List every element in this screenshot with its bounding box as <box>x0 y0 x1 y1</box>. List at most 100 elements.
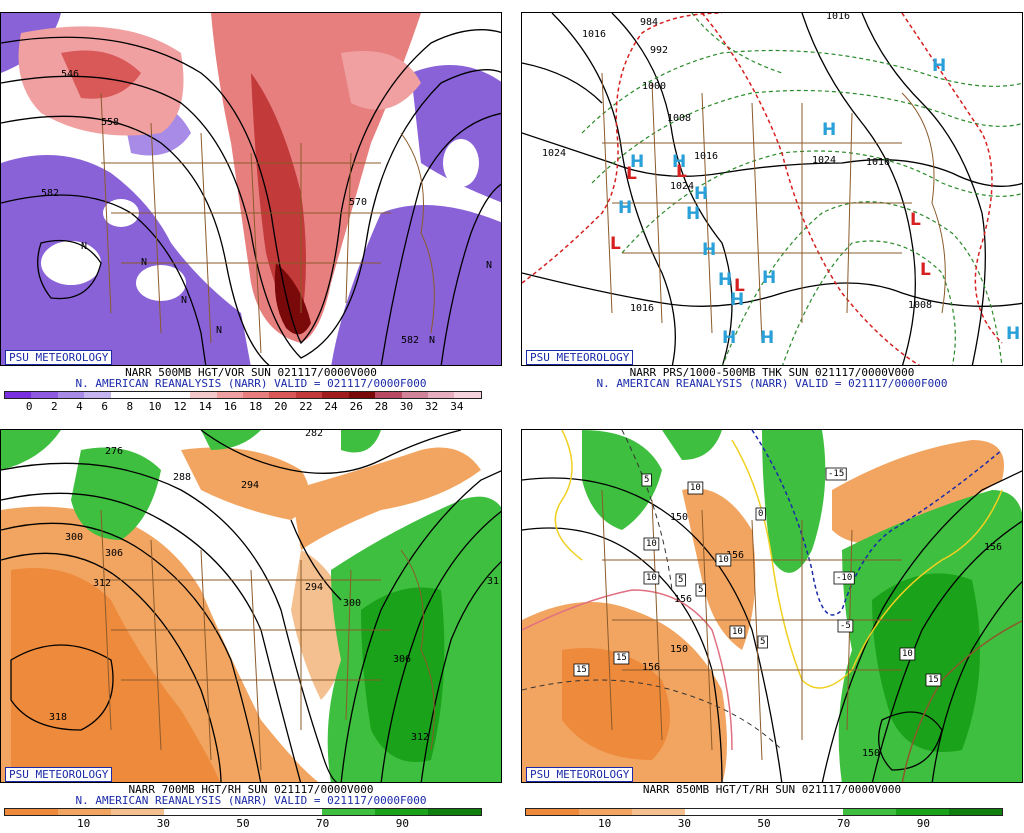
temperature-label-box <box>643 571 660 585</box>
map-700mb: 282 276 288 294 300 306 312 294 300 306 … <box>0 429 502 783</box>
colorbar-segment <box>242 392 270 398</box>
isobar-label: 1024 <box>670 181 694 192</box>
minimum-marker: N <box>81 241 87 252</box>
contour-label: 150 <box>670 644 688 655</box>
colorbar-tick-label: 12 <box>173 400 187 413</box>
high-pressure-marker: H <box>686 204 700 224</box>
isobar-label: 1008 <box>667 113 691 124</box>
temperature-label: 5 <box>644 475 649 485</box>
colorbar-segment <box>375 809 429 815</box>
colorbar-tick-label: 14 <box>198 400 212 413</box>
map-850mb: 150 156 156 150 156 150 156 5 10 10 5 5 … <box>521 429 1023 783</box>
high-pressure-marker: H <box>618 198 632 218</box>
colorbar-segment <box>5 392 32 398</box>
colorbar-segment <box>526 809 579 815</box>
contour-label: 570 <box>349 197 367 208</box>
high-pressure-marker: H <box>760 328 774 348</box>
psu-meteorology-badge: PSU METEOROLOGY <box>5 350 113 365</box>
contour-label: 312 <box>93 578 111 589</box>
high-pressure-marker: H <box>932 56 946 76</box>
colorbar-segment <box>31 392 58 398</box>
temperature-label: -5 <box>840 621 851 631</box>
contour-label: 306 <box>393 654 411 665</box>
panel-subtitle: N. AMERICAN REANALYSIS (NARR) VALID = 02… <box>75 377 427 390</box>
temperature-label-box <box>755 507 766 521</box>
colorbar-tick-label: 10 <box>148 400 162 413</box>
temperature-label: 10 <box>646 539 657 549</box>
contour-label: 300 <box>65 532 83 543</box>
temperature-label: -10 <box>836 573 852 583</box>
colorbar-segment <box>84 392 111 398</box>
colorbar-segment <box>295 392 323 398</box>
colorbar-tick-label: 24 <box>324 400 338 413</box>
colorbar-tick-label: 26 <box>349 400 363 413</box>
isobar-label: 1016 <box>582 29 606 40</box>
minimum-marker: N <box>486 260 492 271</box>
temperature-label: 5 <box>678 575 683 585</box>
colorbar-segment <box>348 392 376 398</box>
isobar-label: 1008 <box>908 300 932 311</box>
minimum-marker: N <box>429 335 435 346</box>
colorbar-segment <box>949 809 1003 815</box>
colorbar-tick-label: 0 <box>25 400 33 413</box>
colorbar-ticks: 0 2 4 6 8 10 12 14 16 18 20 22 24 26 28 30 32 34 <box>4 400 482 414</box>
temperature-label: 10 <box>646 573 657 583</box>
temperature-label-box <box>573 663 590 677</box>
temperature-label-box <box>641 473 652 487</box>
colorbar-segment <box>428 809 482 815</box>
contour-label: 276 <box>105 446 123 457</box>
temperature-label: 10 <box>690 483 701 493</box>
contour-label: 582 <box>41 188 59 199</box>
psu-meteorology-badge: PSU METEOROLOGY <box>5 767 113 782</box>
high-pressure-marker: H <box>630 152 644 172</box>
contour-label: 150 <box>670 512 688 523</box>
temperature-label: 0 <box>758 509 763 519</box>
temperature-label-box <box>675 573 686 587</box>
temperature-label-box <box>925 673 942 687</box>
colorbar-segment <box>269 809 323 815</box>
high-pressure-marker: H <box>822 120 836 140</box>
temperature-label: 15 <box>928 675 939 685</box>
contour-label: 156 <box>984 542 1002 553</box>
high-pressure-marker: H <box>730 290 744 310</box>
panel-title: NARR 700MB HGT/RH SUN 021117/0000V000 <box>128 783 374 796</box>
contour-label: 156 <box>726 550 744 561</box>
colorbar-segment <box>110 392 138 398</box>
isobar-label: 1016 <box>866 157 890 168</box>
contour-label: 288 <box>173 472 191 483</box>
colorbar-tick-label: 18 <box>248 400 263 413</box>
panel-850mb-temp-rh: 150 156 156 150 156 150 156 5 10 10 5 5 … <box>521 429 1023 833</box>
temperature-label-box <box>729 625 746 639</box>
panel-title: NARR PRS/1000-500MB THK SUN 021117/0000V… <box>629 366 915 379</box>
high-pressure-marker: H <box>722 328 736 348</box>
colorbar-segment <box>428 392 455 398</box>
colorbar-segment <box>790 809 844 815</box>
colorbar-tick-label: 22 <box>299 400 313 413</box>
isobar-label: 1016 <box>694 151 718 162</box>
colorbar-segment <box>401 392 428 398</box>
colorbar-tick-label: 2 <box>51 400 58 413</box>
minimum-marker: N <box>216 325 222 336</box>
panel-700mb-rh: 282 276 288 294 300 306 312 294 300 306 … <box>0 429 502 833</box>
colorbar-segment <box>322 392 349 398</box>
colorbar-segment <box>631 809 685 815</box>
panel-title: NARR 500MB HGT/VOR SUN 021117/0000V000 <box>125 366 377 379</box>
map-pressure: 984 992 1000 1008 1016 1024 1024 1024 10… <box>521 12 1023 366</box>
contour-label: 156 <box>642 662 660 673</box>
isobar-label: 984 <box>640 17 658 28</box>
temperature-label-box <box>757 635 768 649</box>
contour-label: 582 <box>401 335 419 346</box>
colorbar-segment <box>322 809 376 815</box>
isobar-label: 1000 <box>642 81 666 92</box>
colorbar-segment <box>737 809 791 815</box>
temperature-label: 5 <box>698 585 703 595</box>
low-pressure-marker: L <box>610 234 621 254</box>
colorbar-segment <box>896 809 950 815</box>
high-pressure-marker: H <box>762 268 776 288</box>
colorbar-segment <box>190 392 217 398</box>
high-pressure-marker: H <box>694 184 708 204</box>
colorbar-segment <box>5 809 58 815</box>
panel-subtitle: N. AMERICAN REANALYSIS (NARR) VALID = 02… <box>75 794 427 807</box>
colorbar-tick-label: 30 <box>399 400 414 413</box>
low-pressure-marker: L <box>910 210 921 230</box>
